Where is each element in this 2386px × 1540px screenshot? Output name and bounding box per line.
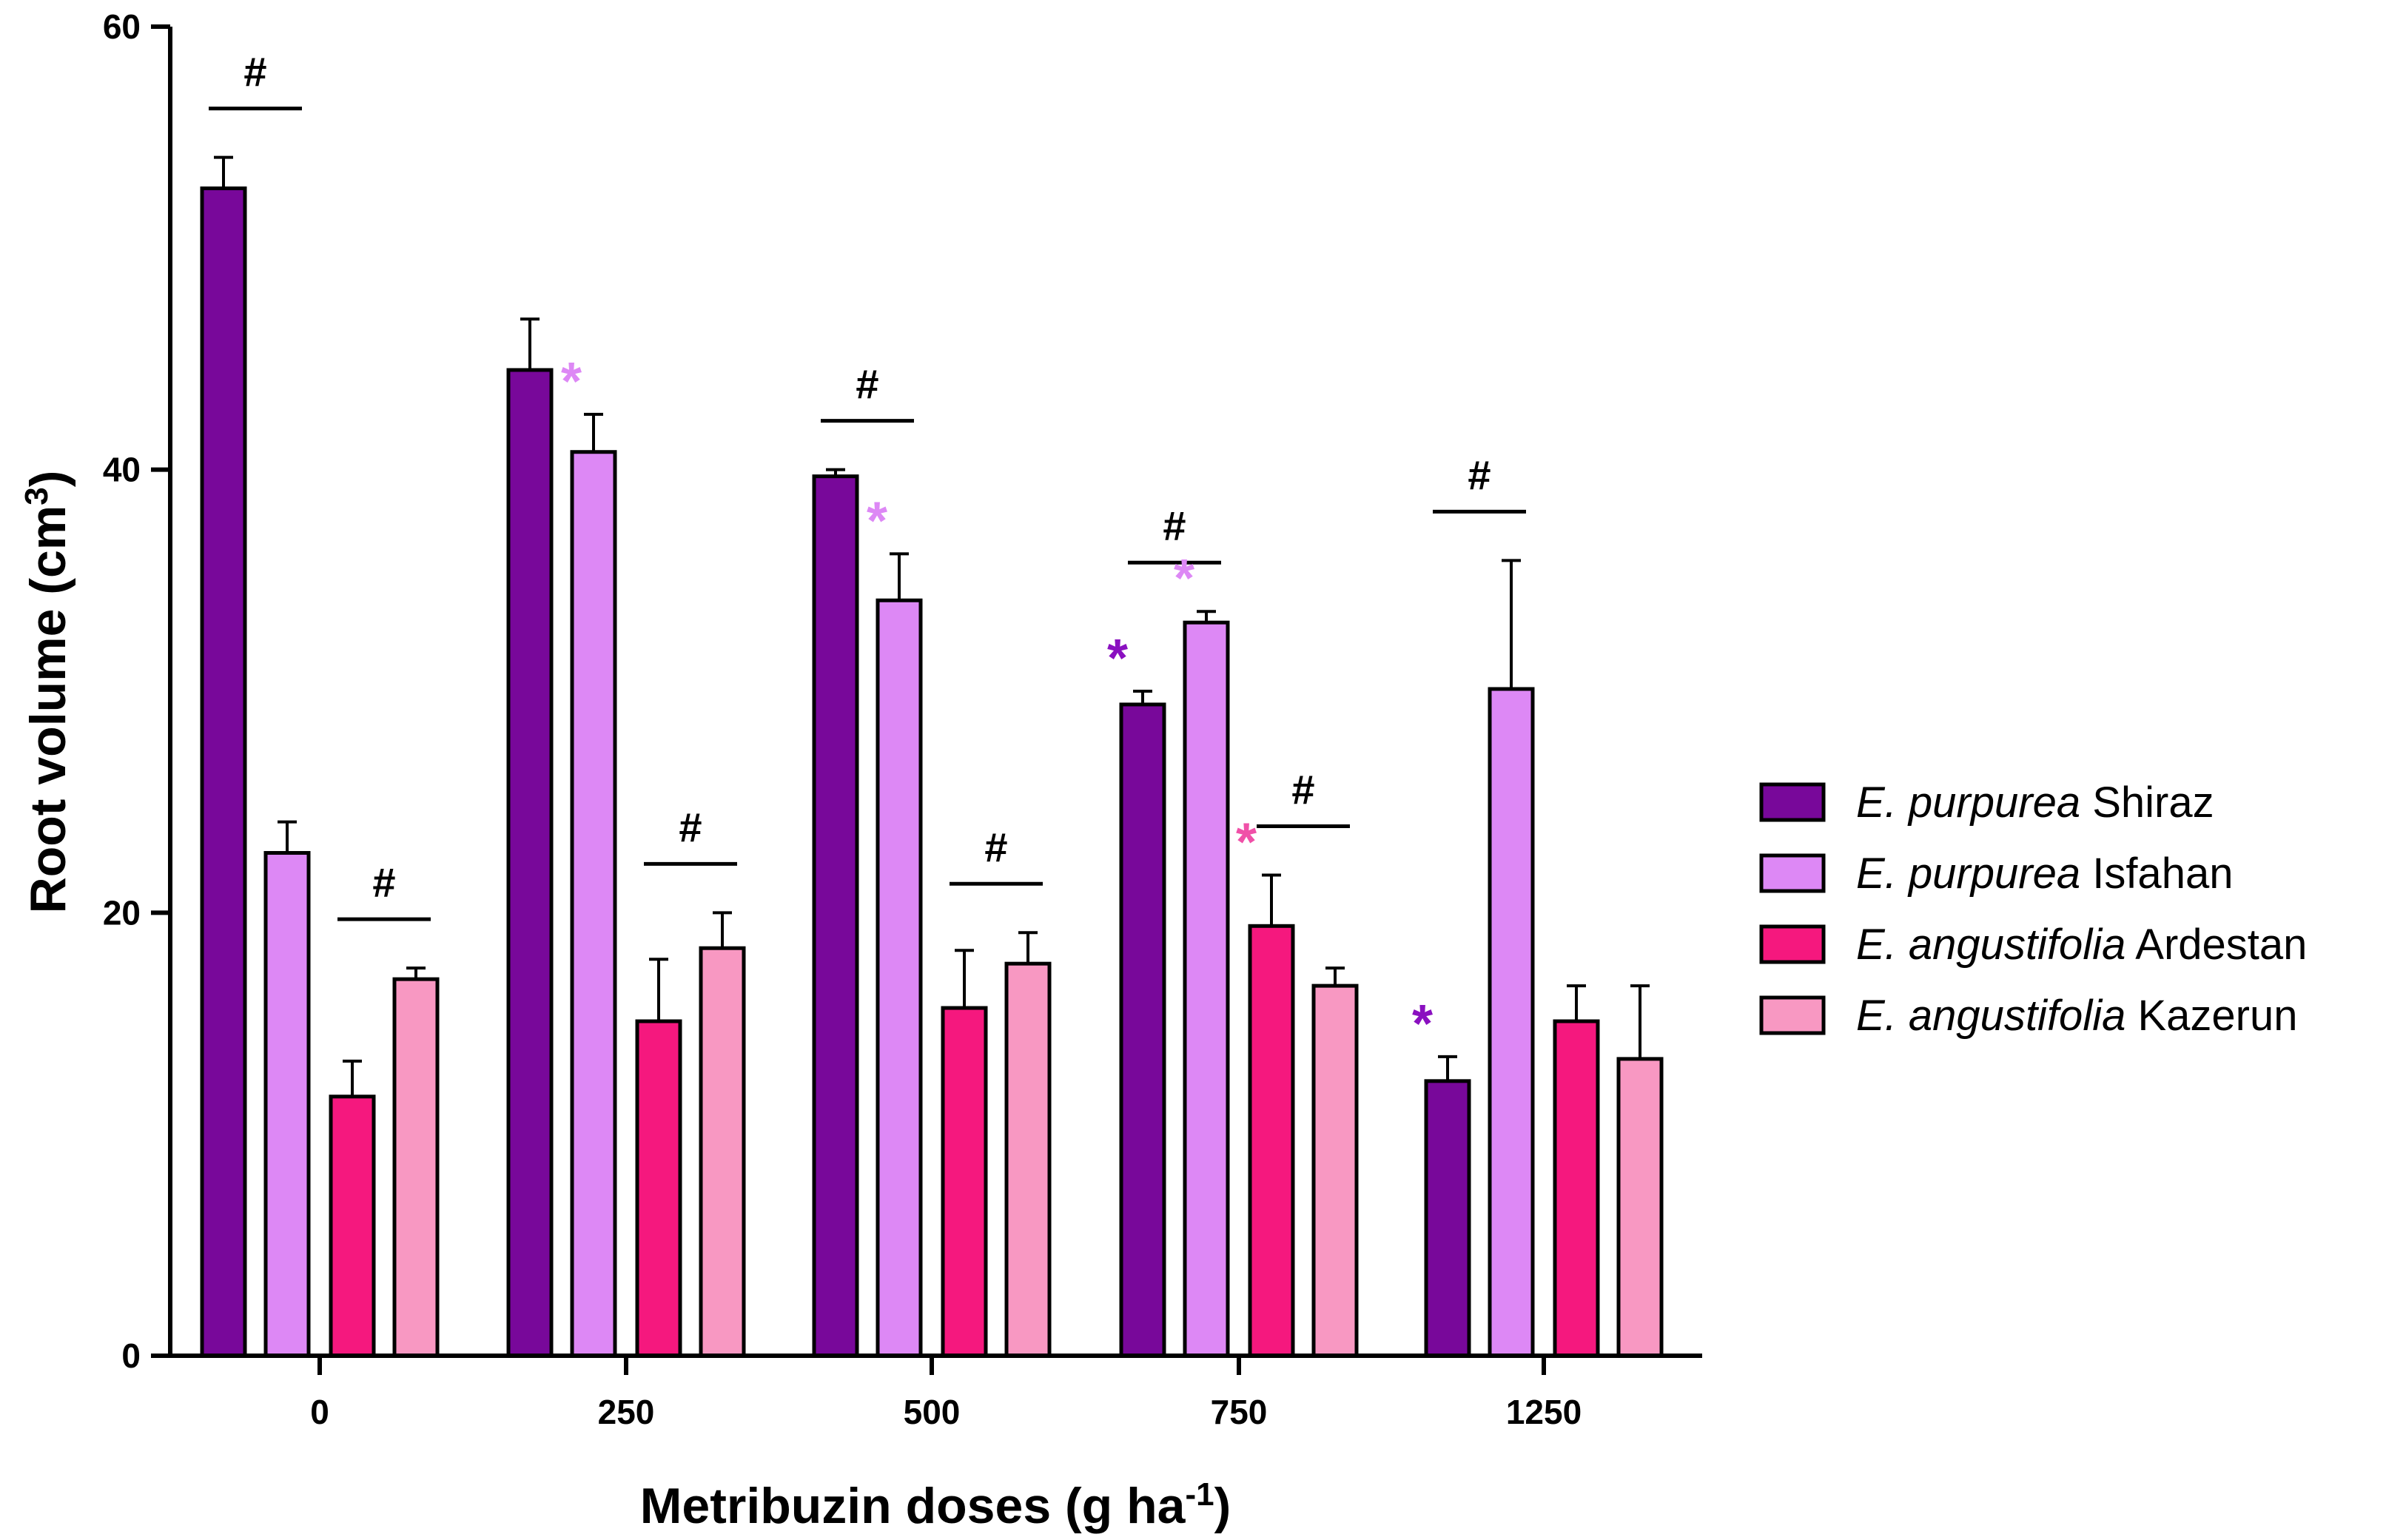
bar-s0-c2 <box>812 474 859 1358</box>
legend-swatch-1 <box>1759 853 1826 893</box>
star-label-4: * <box>1236 813 1257 872</box>
bar-s0-c3 <box>1119 702 1166 1358</box>
bar-s2-c0 <box>329 1095 376 1358</box>
bar-s1-c1 <box>570 450 617 1358</box>
bar-s2-c3 <box>1248 924 1295 1358</box>
legend-swatch-3 <box>1759 995 1826 1035</box>
bar-s1-c0 <box>263 851 311 1358</box>
y-tick-label-3: 60 <box>103 7 141 46</box>
bar-s0-c4 <box>1424 1079 1471 1358</box>
bar-s1-c4 <box>1488 687 1535 1358</box>
x-tick-label-0: 0 <box>310 1393 329 1431</box>
bar-s3-c2 <box>1004 961 1052 1358</box>
star-label-2: * <box>1107 629 1128 688</box>
x-tick-label-2: 500 <box>904 1393 961 1431</box>
y-axis-title: Root volume (cm3) <box>19 471 76 914</box>
hash-label-3: # <box>856 361 878 408</box>
bar-s1-c3 <box>1183 620 1230 1358</box>
hash-label-0: # <box>243 49 266 95</box>
hash-label-6: # <box>1291 766 1314 813</box>
y-tick-label-0: 0 <box>121 1336 141 1375</box>
axes-layer: 0 20 40 60 0 250 500 750 1250 <box>103 7 1702 1431</box>
star-label-3: * <box>1174 549 1194 608</box>
legend-label-2: E. angustifolia Ardestan <box>1856 921 2307 969</box>
bar-s1-c2 <box>876 598 923 1358</box>
x-tick-label-1: 250 <box>598 1393 655 1431</box>
x-tick-label-4: 1250 <box>1506 1393 1582 1431</box>
star-label-5: * <box>1412 995 1433 1054</box>
error-bars-layer <box>214 155 1650 1097</box>
x-tick-label-3: 750 <box>1211 1393 1268 1431</box>
legend-label-0: E. purpurea Shiraz <box>1856 779 2214 827</box>
bar-s2-c4 <box>1553 1019 1600 1358</box>
significance-layer: ########****** <box>209 49 1526 1054</box>
bars-layer <box>200 186 1664 1358</box>
legend-label-1: E. purpurea Isfahan <box>1856 850 2233 898</box>
bar-s0-c0 <box>200 186 247 1358</box>
y-tick-label-1: 20 <box>103 893 141 932</box>
bar-s3-c4 <box>1616 1057 1664 1358</box>
x-axis-title: Metribuzin doses (g ha-1) <box>640 1476 1231 1534</box>
bar-s3-c1 <box>699 946 746 1358</box>
legend: E. purpurea Shiraz E. purpurea Isfahan E. … <box>1759 779 2307 1040</box>
bar-s2-c2 <box>941 1006 988 1358</box>
hash-label-2: # <box>679 804 702 850</box>
hash-label-5: # <box>1163 502 1186 549</box>
bar-s3-c3 <box>1311 983 1359 1358</box>
hash-label-4: # <box>984 824 1007 870</box>
bar-s0-c1 <box>506 368 554 1358</box>
star-label-1: * <box>867 491 887 551</box>
legend-swatch-2 <box>1759 924 1826 964</box>
hash-label-1: # <box>372 859 395 906</box>
legend-swatch-0 <box>1759 782 1826 822</box>
bar-s3-c0 <box>392 977 440 1358</box>
hash-label-7: # <box>1468 451 1491 498</box>
bar-s2-c1 <box>635 1019 682 1358</box>
y-tick-label-2: 40 <box>103 451 141 489</box>
legend-label-3: E. angustifolia Kazerun <box>1856 992 2298 1040</box>
star-label-0: * <box>561 352 582 411</box>
